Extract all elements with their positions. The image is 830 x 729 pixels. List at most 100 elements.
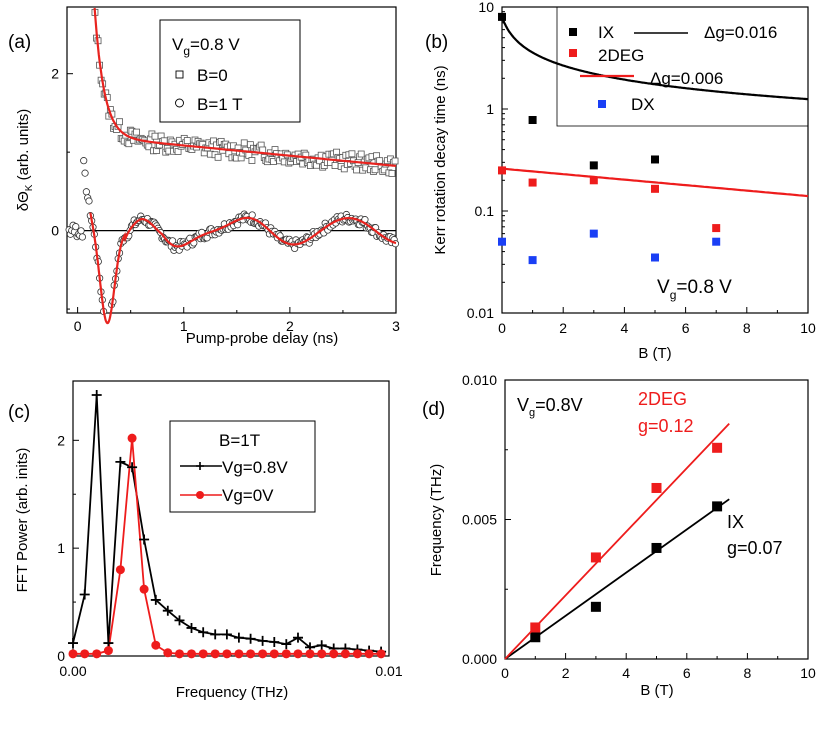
- panel-d-ix-marker: [590, 601, 601, 612]
- panel-b-dx-marker: [651, 253, 659, 262]
- panel-c-vg08-marker: [210, 629, 221, 640]
- panel-b-y-label: Kerr rotation decay time (ns): [432, 65, 449, 254]
- panel-c-vg0-marker: [281, 649, 291, 659]
- panel-c-vg0-marker: [139, 584, 149, 594]
- panel-b-y-tick-label: 10: [478, 0, 494, 15]
- panel-a-b0-marker: [145, 143, 153, 151]
- panel-b-x-tick-label: 6: [682, 320, 690, 336]
- panel-c-vg0-marker: [376, 649, 386, 659]
- panel-d-ix-marker: [712, 501, 723, 512]
- panel-b-ix-marker: [528, 116, 537, 125]
- panel-b-x-tick-label: 2: [559, 320, 567, 336]
- panel-a-x-tick-label: 0: [74, 318, 82, 334]
- panel-d-ix-g-label: g=0.07: [727, 538, 783, 558]
- panel-b-legend-ix-fit: Δg=0.016: [704, 23, 777, 42]
- panel-a-b1-marker: [82, 188, 90, 196]
- panel-b-legend-2deg: 2DEG: [598, 46, 644, 65]
- panel-b-ix-marker: [651, 155, 659, 164]
- panel-c-vg0-marker: [305, 649, 315, 659]
- panel-c-vg0-marker: [210, 649, 220, 659]
- panel-d-y-label: Frequency (THz): [428, 464, 445, 577]
- panel-c-vg0-marker: [115, 565, 125, 575]
- panel-c: (c) 0.00 0.01 0 1 2 Frequency (THz) FFT Powe…: [8, 380, 403, 701]
- panel-c-vg08-marker: [68, 638, 78, 649]
- panel-c-vg0-marker: [222, 649, 232, 659]
- panel-c-vg0-marker: [174, 649, 184, 659]
- panel-c-vg0-marker: [103, 646, 113, 656]
- panel-c-vg08-marker: [174, 615, 185, 626]
- panel-c-x-tick-label: 0.00: [59, 663, 86, 679]
- panel-d-ix-marker: [530, 632, 541, 643]
- panel-c-vg0-marker: [68, 649, 78, 659]
- panel-c-vg08-marker: [281, 639, 292, 650]
- panel-c-y-tick-label: 2: [57, 432, 65, 448]
- panel-d-2deg-marker: [712, 442, 723, 453]
- panel-b-ix-marker: [498, 12, 506, 21]
- panel-d-2deg-marker: [651, 482, 662, 493]
- panel-b-x-tick-label: 8: [743, 320, 751, 336]
- panel-c-x-tick-label: 0.01: [375, 663, 402, 679]
- panel-c-vg08-marker: [79, 589, 90, 600]
- panel-d-ix-fit-line: [504, 498, 730, 660]
- panel-c-vg08-marker: [127, 462, 138, 473]
- panel-c-vg08-marker: [198, 627, 209, 638]
- panel-a-y-label: δΘK (arb. units): [15, 109, 35, 212]
- panel-a-x-label: Pump-probe delay (ns): [186, 330, 339, 347]
- panel-b-2deg-marker: [651, 184, 659, 193]
- panel-a-b0-marker: [125, 140, 133, 148]
- panel-c-vg08-marker: [292, 632, 303, 643]
- panel-d-y-tick-label: 0.010: [462, 372, 497, 388]
- panel-a-b1-marker: [78, 233, 86, 241]
- panel-c-vg0-marker: [163, 648, 173, 658]
- panel-a-x-tick-label: 1: [180, 318, 188, 334]
- panel-a-b0-marker: [183, 137, 191, 144]
- panel-b-ix-marker: [589, 161, 598, 170]
- panel-d-label: (d): [422, 399, 445, 420]
- panel-a-legend-circle-marker: [175, 98, 184, 108]
- panel-d-x-tick-label: 4: [622, 665, 630, 681]
- panel-c-vg0-marker: [187, 649, 196, 659]
- panel-c-vg0-marker: [246, 649, 256, 659]
- panel-d-y-tick-label: 0.005: [462, 512, 497, 528]
- panel-a-b0-marker: [331, 162, 339, 169]
- panel-d-x-tick-label: 0: [501, 665, 509, 681]
- panel-d-x-tick-label: 6: [683, 665, 691, 681]
- panel-c-vg08-marker: [162, 605, 173, 616]
- panel-a-b0-fit-curve: [93, 7, 397, 167]
- panel-c-legend-title: B=1T: [219, 431, 260, 450]
- panel-a-b1-fit-curve: [89, 212, 397, 325]
- panel-a-b1-marker: [72, 223, 80, 231]
- panel-c-vg08-marker: [91, 390, 102, 401]
- panel-c-vg0-marker: [151, 640, 161, 650]
- panel-c-vg0-marker: [364, 649, 374, 659]
- panel-b-x-label: B (T): [638, 345, 671, 362]
- panel-d-ix-label: IX: [727, 512, 744, 532]
- panel-d-y-tick-label: 0.000: [462, 651, 497, 667]
- panel-c-vg0-marker: [352, 649, 362, 659]
- panel-d-x-label: B (T): [640, 682, 673, 699]
- panel-b-legend-ix: IX: [598, 23, 614, 42]
- panel-d: (d) 0 2 4 6 8 10 0.000 0.005 0.010 B (T) Frequen…: [422, 372, 816, 699]
- panel-b-label: (b): [425, 32, 448, 53]
- panel-a-b0-marker: [353, 166, 360, 174]
- panel-a-b0-marker: [240, 139, 248, 147]
- panel-a-b1-marker: [85, 197, 93, 205]
- panel-a-b0-marker: [357, 150, 365, 158]
- panel-c-legend-label-08: Vg=0.8V: [222, 458, 288, 477]
- panel-a-b0-marker: [371, 166, 379, 174]
- panel-c-vg0-marker: [92, 649, 102, 659]
- panel-b-dx-marker: [498, 237, 506, 246]
- panel-b-2deg-marker: [589, 176, 598, 185]
- panel-d-x-tick-label: 2: [562, 665, 570, 681]
- panel-c-vg08-marker: [245, 633, 256, 644]
- panel-b-x-tick-label: 10: [800, 320, 816, 336]
- panel-b-2deg-marker: [498, 166, 506, 175]
- panel-d-vg-annotation: Vg=0.8V: [517, 395, 583, 419]
- panel-c-y-tick-label: 0: [57, 648, 65, 664]
- panel-c-vg0-marker: [80, 649, 90, 659]
- panel-c-legend-dot-marker: [196, 491, 204, 499]
- panel-a-b0-marker: [348, 150, 356, 158]
- panel-b-legend: [556, 6, 809, 127]
- panel-c-vg0-marker: [340, 649, 350, 659]
- panel-a-b1-marker: [81, 169, 89, 177]
